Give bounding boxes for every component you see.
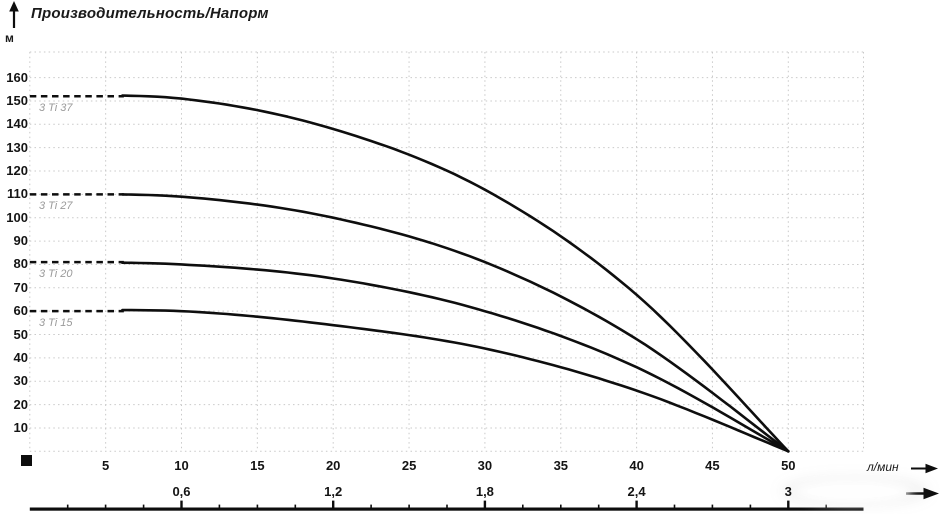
x-axis-unit: л/мин (867, 460, 899, 474)
y-tick-label: 10 (13, 419, 28, 435)
y-tick-label: 130 (6, 139, 28, 155)
x-tick-label: 10 (174, 458, 189, 473)
x2-tick-label: 0,6 (172, 484, 191, 499)
curve-label: 3 Ti 20 (39, 268, 73, 281)
y-tick-label: 160 (6, 69, 28, 85)
y-tick-label: 90 (13, 233, 28, 249)
x2-tick-label: 1,2 (324, 484, 343, 499)
x-tick-label: 35 (553, 458, 569, 473)
y-axis-unit: м (5, 31, 14, 45)
y-tick-label: 110 (7, 186, 28, 202)
curve-label: 3 Ti 15 (39, 317, 73, 330)
x2-tick-label: 1,8 (475, 484, 494, 499)
x-tick-label: 20 (325, 458, 341, 473)
y-tick-label: 100 (6, 209, 28, 225)
curve-label: 3 Ti 37 (39, 102, 73, 115)
x-tick-label: 45 (705, 458, 720, 473)
x-tick-label: 25 (401, 458, 417, 473)
y-tick-label: 80 (13, 256, 28, 272)
x-tick-label: 5 (101, 458, 110, 473)
y-tick-label: 50 (13, 326, 28, 342)
up-arrow-icon (6, 0, 23, 30)
y-tick-label: 20 (13, 396, 28, 412)
curve-label: 3 Ti 27 (39, 200, 73, 213)
y-tick-label: 30 (13, 373, 28, 389)
chart-title: Производительность/Напорм (31, 5, 269, 22)
x-tick-label: 40 (629, 458, 644, 473)
x-tick-label: 50 (781, 458, 796, 473)
y-tick-label: 120 (6, 163, 28, 178)
y-tick-label: 150 (6, 92, 28, 108)
y-tick-label: 60 (13, 303, 28, 319)
origin-square-marker (21, 455, 32, 466)
x-tick-label: 30 (477, 458, 493, 473)
x2-tick-label: 3 (784, 484, 792, 499)
y-tick-label: 70 (13, 279, 28, 295)
x-tick-label: 15 (250, 458, 265, 473)
flow-axis-right-arrow-icon (909, 461, 939, 476)
secondary-axis-right-arrow-icon (906, 485, 940, 502)
y-tick-label: 140 (6, 116, 28, 132)
y-tick-label: 40 (13, 349, 28, 365)
x2-tick-label: 2,4 (627, 484, 646, 499)
